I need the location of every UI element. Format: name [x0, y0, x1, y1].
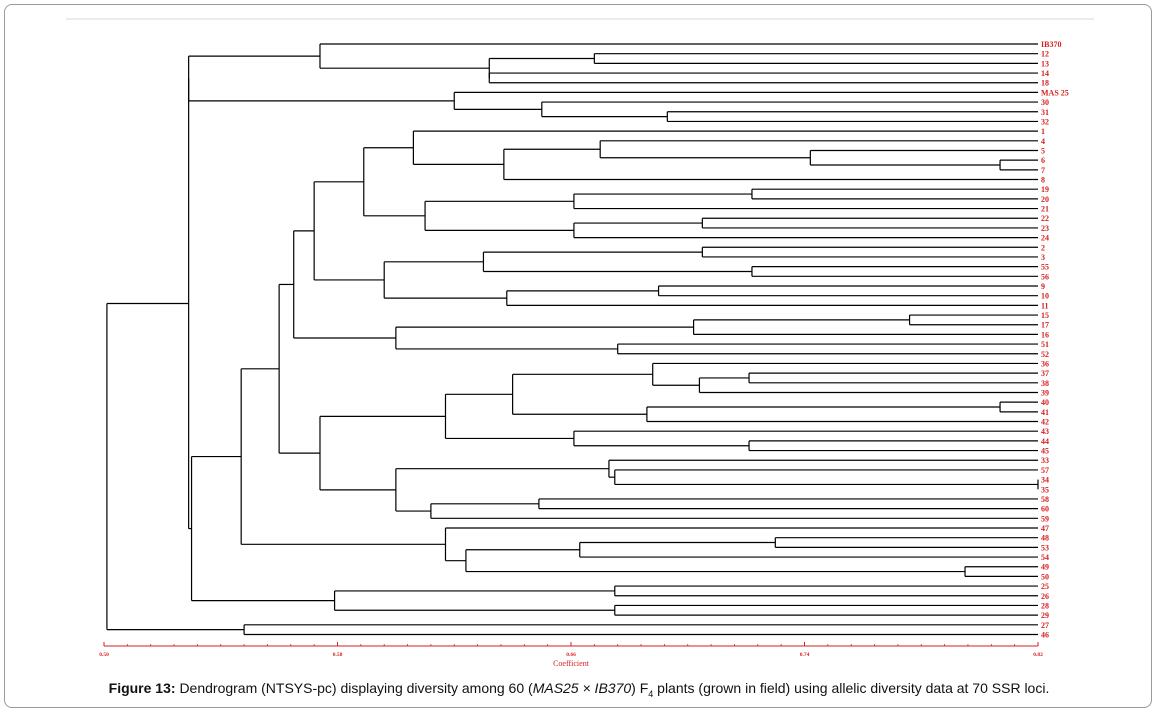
leaf-label: 49	[1041, 563, 1049, 572]
leaf-label: 1	[1041, 127, 1045, 136]
x-tick-label: 0.66	[566, 652, 576, 658]
x-tick-label: 0.50	[99, 652, 109, 658]
caption-text-mid: ) F	[631, 680, 649, 696]
leaf-label: 13	[1041, 59, 1049, 68]
dendrogram-tree	[106, 43, 1039, 636]
leaf-label: 57	[1041, 466, 1049, 475]
coefficient-axis: 0.50 0.58 0.66 0.74 0.82 Coefficient	[99, 642, 1043, 668]
leaf-label: 56	[1041, 272, 1049, 281]
leaf-label: 39	[1041, 388, 1049, 397]
leaf-label: 53	[1041, 543, 1049, 552]
leaf-label: 33	[1041, 456, 1049, 465]
leaf-label: 21	[1041, 205, 1049, 214]
leaf-label: 28	[1041, 601, 1049, 610]
leaf-label: 31	[1041, 108, 1049, 117]
leaf-label: 42	[1041, 418, 1049, 427]
leaf-label: 45	[1041, 447, 1049, 456]
leaf-label: 27	[1041, 621, 1049, 630]
leaf-label: 54	[1041, 553, 1049, 562]
leaf-label: 22	[1041, 214, 1049, 223]
leaf-label: 34	[1041, 476, 1049, 485]
caption-cross: MAS25 × IB370	[532, 680, 632, 696]
leaf-label: 32	[1041, 117, 1049, 126]
leaf-label: 6	[1041, 156, 1045, 165]
x-axis-title: Coefficient	[553, 659, 590, 668]
leaf-label: 3	[1041, 253, 1045, 262]
caption-text-after: plants (grown in field) using allelic di…	[653, 680, 1050, 696]
leaf-label: 4	[1041, 137, 1045, 146]
leaf-label: 24	[1041, 234, 1049, 243]
leaf-label: 12	[1041, 50, 1049, 59]
leaf-label: 51	[1041, 340, 1049, 349]
x-tick-label: 0.58	[333, 652, 343, 658]
leaf-label: 47	[1041, 524, 1049, 533]
leaf-label: 35	[1041, 485, 1049, 494]
leaf-label: 15	[1041, 311, 1049, 320]
leaf-label: 55	[1041, 263, 1049, 272]
figure-caption: Figure 13: Dendrogram (NTSYS-pc) display…	[0, 680, 1158, 699]
leaf-label: 17	[1041, 321, 1049, 330]
leaf-label: 46	[1041, 630, 1049, 639]
leaf-label: 7	[1041, 166, 1045, 175]
leaf-label: 48	[1041, 534, 1049, 543]
leaf-label: 25	[1041, 582, 1049, 591]
leaf-label: 2	[1041, 243, 1045, 252]
leaf-label: 52	[1041, 350, 1049, 359]
leaf-label: 8	[1041, 176, 1045, 185]
leaf-label: 14	[1041, 69, 1049, 78]
leaf-label: MAS 25	[1041, 88, 1069, 97]
x-tick-label: 0.82	[1033, 652, 1043, 658]
leaf-label: 38	[1041, 379, 1049, 388]
leaf-label: 36	[1041, 359, 1049, 368]
leaf-label: 40	[1041, 398, 1049, 407]
leaf-label: 59	[1041, 514, 1049, 523]
x-tick-label: 0.74	[800, 652, 810, 658]
leaf-label: 11	[1041, 301, 1049, 310]
leaf-label: 5	[1041, 146, 1045, 155]
caption-text-before: Dendrogram (NTSYS-pc) displaying diversi…	[179, 680, 533, 696]
leaf-label: 60	[1041, 505, 1049, 514]
leaf-label: 19	[1041, 185, 1049, 194]
leaf-label: 9	[1041, 282, 1045, 291]
leaf-label: 29	[1041, 611, 1049, 620]
leaf-label: 44	[1041, 437, 1049, 446]
leaf-label: 41	[1041, 408, 1049, 417]
leaf-label: 10	[1041, 292, 1049, 301]
leaf-label: 30	[1041, 98, 1049, 107]
leaf-label: 37	[1041, 369, 1049, 378]
leaf-label: 23	[1041, 224, 1049, 233]
leaf-label: 43	[1041, 427, 1049, 436]
leaf-label: 50	[1041, 572, 1049, 581]
leaf-label: 16	[1041, 330, 1049, 339]
figure-label: Figure 13:	[108, 680, 176, 696]
leaf-label: 26	[1041, 592, 1049, 601]
leaf-label: 18	[1041, 79, 1049, 88]
caption-subscript: 4	[648, 688, 654, 699]
leaf-label: 20	[1041, 195, 1049, 204]
leaf-label: 58	[1041, 495, 1049, 504]
leaf-label: IB370	[1041, 40, 1061, 49]
